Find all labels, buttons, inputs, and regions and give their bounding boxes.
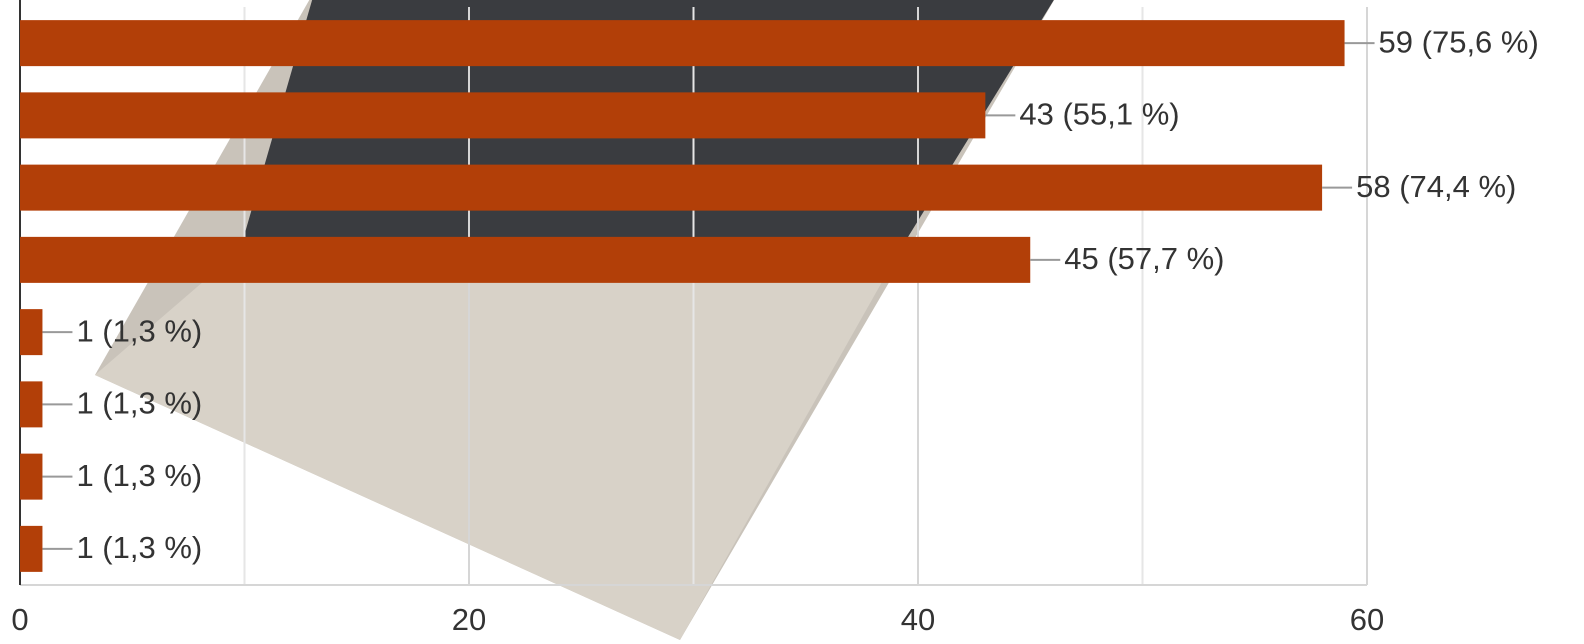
value-label: 43 (55,1 %) [1019, 97, 1179, 132]
value-label: 1 (1,3 %) [76, 313, 202, 348]
x-tick-label: 60 [1350, 602, 1384, 637]
bar [20, 381, 42, 427]
x-tick-label: 0 [11, 602, 28, 637]
value-label: 45 (57,7 %) [1064, 241, 1224, 276]
bar [20, 20, 1345, 66]
x-tick-label: 40 [901, 602, 935, 637]
value-label: 1 (1,3 %) [76, 458, 202, 493]
chart: 0 20 40 60 59 (75,6 %) 43 (55,1 %) 58 (74,4 %)… [0, 0, 1584, 644]
bar [20, 309, 42, 355]
value-label: 59 (75,6 %) [1379, 24, 1539, 59]
bar [20, 526, 42, 572]
value-label: 58 (74,4 %) [1356, 169, 1516, 204]
bar [20, 165, 1322, 211]
x-tick-label: 20 [452, 602, 486, 637]
bar [20, 454, 42, 500]
bar [20, 237, 1030, 283]
value-label: 1 (1,3 %) [76, 386, 202, 421]
value-label: 1 (1,3 %) [76, 530, 202, 565]
bar [20, 92, 985, 138]
